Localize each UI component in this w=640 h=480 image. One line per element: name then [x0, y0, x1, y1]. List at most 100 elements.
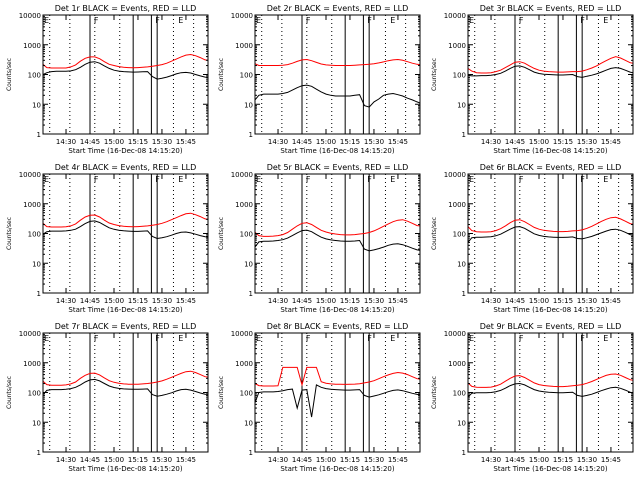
lld-series-line [468, 56, 633, 74]
x-tick-label: 15:45 [601, 297, 621, 305]
x-tick-label: 14:30 [481, 138, 501, 146]
x-tick-label: 15:45 [601, 456, 621, 464]
y-axis-label: Counts/sec [431, 58, 438, 91]
lld-series-line [468, 373, 633, 388]
x-tick-label: 15:45 [388, 138, 408, 146]
x-tick-label: 15:30 [152, 456, 172, 464]
segment-letter: E [256, 175, 261, 184]
chart-title: Det 9r BLACK = Events, RED = LLD [480, 322, 622, 331]
y-tick-label: 1000 [23, 360, 41, 368]
x-axis-label: Start Time (16-Dec-08 14:15:20) [493, 147, 607, 155]
segment-letter: F [580, 175, 585, 184]
y-axis-label: Counts/sec [218, 217, 225, 250]
x-tick-label: 15:15 [340, 138, 360, 146]
x-tick-label: 15:30 [577, 138, 597, 146]
x-tick-label: 15:15 [553, 297, 573, 305]
x-tick-label: 14:30 [56, 297, 76, 305]
segment-letter: F [367, 334, 372, 343]
y-tick-label: 1 [37, 131, 41, 139]
x-tick-label: 15:45 [601, 138, 621, 146]
y-tick-label: 10000 [444, 171, 466, 179]
x-tick-label: 14:45 [292, 456, 312, 464]
y-tick-label: 100 [240, 231, 253, 239]
y-tick-label: 10000 [231, 330, 253, 338]
x-tick-label: 15:15 [128, 297, 148, 305]
segment-letter: E [44, 334, 49, 343]
x-tick-label: 15:30 [152, 297, 172, 305]
y-axis-label: Counts/sec [431, 376, 438, 409]
x-tick-label: 15:00 [529, 456, 549, 464]
y-axis-label: Counts/sec [218, 58, 225, 91]
x-tick-label: 15:00 [104, 456, 124, 464]
x-axis-label: Start Time (16-Dec-08 14:15:20) [493, 465, 607, 473]
chart-title: Det 8r BLACK = Events, RED = LLD [267, 322, 409, 331]
y-tick-label: 10 [32, 101, 41, 109]
x-tick-label: 14:30 [268, 297, 288, 305]
lld-series-line [43, 370, 208, 386]
x-axis-label: Start Time (16-Dec-08 14:15:20) [493, 306, 607, 314]
y-tick-label: 1 [249, 290, 253, 298]
y-tick-label: 100 [28, 390, 41, 398]
lld-series-line [255, 58, 420, 66]
lld-series-line [255, 366, 420, 387]
x-tick-label: 15:15 [340, 297, 360, 305]
x-tick-label: 15:45 [176, 297, 196, 305]
segment-letter: F [306, 175, 311, 184]
events-series-line [468, 226, 633, 243]
y-axis-label: Counts/sec [6, 217, 13, 250]
x-tick-label: 15:00 [104, 297, 124, 305]
y-tick-label: 1000 [235, 360, 253, 368]
y-tick-label: 10000 [19, 171, 41, 179]
segment-letter: F [519, 175, 524, 184]
y-axis-label: Counts/sec [6, 376, 13, 409]
segment-letter: E [390, 16, 395, 25]
y-tick-label: 10000 [19, 12, 41, 20]
x-tick-label: 14:45 [80, 456, 100, 464]
segment-letter: E [603, 334, 608, 343]
segment-letter: E [469, 334, 474, 343]
chart-panel-5: 1 10 100 1000 10000 14:30 14:45 15:00 15:15 15:30… [218, 163, 421, 314]
x-tick-label: 15:15 [128, 456, 148, 464]
chart-panel-3: 1 10 100 1000 10000 14:30 14:45 15:00 15:15 15:30… [431, 4, 634, 155]
segment-letter: E [256, 334, 261, 343]
y-tick-label: 10 [244, 260, 253, 268]
x-tick-label: 14:30 [56, 138, 76, 146]
events-series-line [43, 61, 208, 80]
segment-letter: F [580, 334, 585, 343]
x-tick-label: 15:15 [128, 138, 148, 146]
y-tick-label: 10000 [444, 330, 466, 338]
x-axis-label: Start Time (16-Dec-08 14:15:20) [280, 465, 394, 473]
events-series-line [468, 382, 633, 398]
chart-title: Det 5r BLACK = Events, RED = LLD [267, 163, 409, 172]
y-tick-label: 100 [240, 72, 253, 80]
events-series-line [43, 378, 208, 397]
chart-panel-4: 1 10 100 1000 10000 14:30 14:45 15:00 15:15 15:30… [6, 163, 209, 314]
chart-title: Det 7r BLACK = Events, RED = LLD [55, 322, 197, 331]
y-tick-label: 1000 [235, 201, 253, 209]
segment-letter: E [603, 175, 608, 184]
y-tick-label: 1 [249, 449, 253, 457]
x-axis-label: Start Time (16-Dec-08 14:15:20) [280, 306, 394, 314]
x-axis-label: Start Time (16-Dec-08 14:15:20) [68, 147, 182, 155]
x-tick-label: 15:00 [529, 297, 549, 305]
segment-letter: F [367, 175, 372, 184]
segment-letter: E [390, 175, 395, 184]
segment-letter: F [94, 175, 99, 184]
segment-letter: F [519, 334, 524, 343]
x-tick-label: 14:45 [292, 297, 312, 305]
y-tick-label: 1000 [23, 201, 41, 209]
chart-panel-7: 1 10 100 1000 10000 14:30 14:45 15:00 15:15 15:30… [6, 322, 209, 473]
x-tick-label: 15:45 [388, 456, 408, 464]
segment-letter: F [367, 16, 372, 25]
y-tick-label: 1000 [448, 360, 466, 368]
x-axis-label: Start Time (16-Dec-08 14:15:20) [68, 306, 182, 314]
y-tick-label: 10 [457, 260, 466, 268]
y-tick-label: 10 [457, 419, 466, 427]
x-axis-label: Start Time (16-Dec-08 14:15:20) [280, 147, 394, 155]
chart-title: Det 3r BLACK = Events, RED = LLD [480, 4, 622, 13]
chart-panel-2: 1 10 100 1000 10000 14:30 14:45 15:00 15:15 15:30… [218, 4, 421, 155]
y-tick-label: 10000 [19, 330, 41, 338]
y-axis-label: Counts/sec [6, 58, 13, 91]
events-series-line [255, 84, 420, 108]
x-tick-label: 15:30 [364, 138, 384, 146]
